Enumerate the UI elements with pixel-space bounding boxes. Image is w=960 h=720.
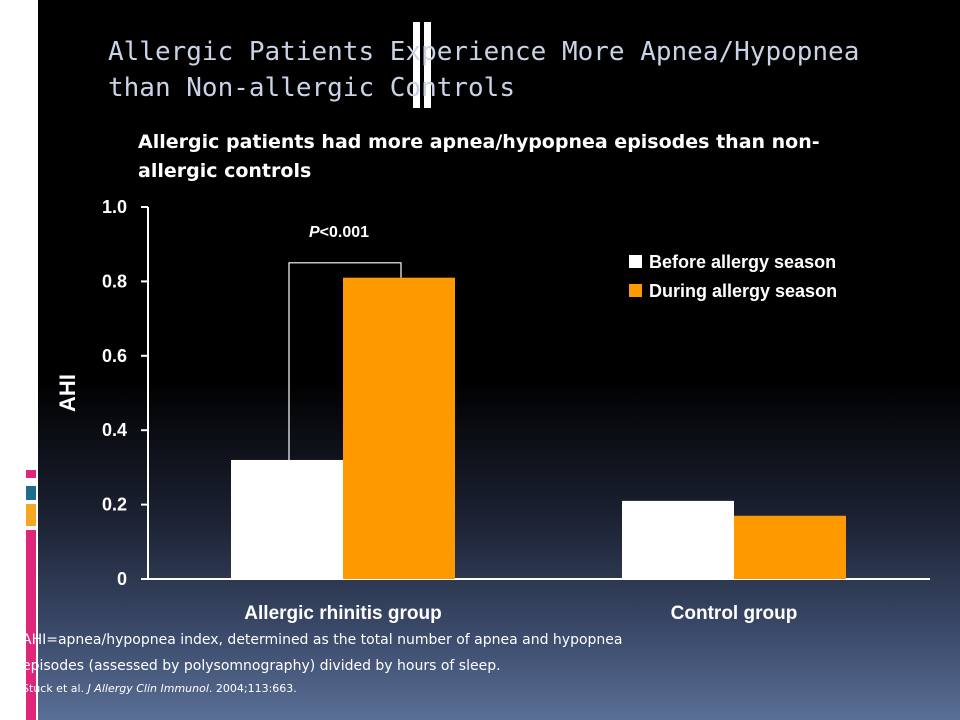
legend-swatch: [629, 284, 642, 297]
legend-label: During allergy season: [649, 281, 837, 301]
footnote-line-1: AHI=apnea/hypopnea index, determined as …: [22, 632, 623, 648]
y-tick-label: 1.0: [102, 197, 127, 217]
citation-details: . 2004;113:663.: [208, 682, 297, 695]
y-axis-label: AHI: [55, 374, 80, 412]
y-tick-label: 0.8: [102, 271, 127, 291]
footnote: AHI=apnea/hypopnea index, determined as …: [22, 627, 942, 679]
p-value-prefix: P: [309, 224, 320, 241]
significance-bracket: [288, 262, 402, 460]
x-category-label: Control group: [671, 603, 798, 624]
slide-title: Allergic Patients Experience More Apnea/…: [108, 37, 860, 103]
footnote-line-2: episodes (assessed by polysomnography) d…: [22, 658, 501, 674]
citation-authors: Stuck et al.: [22, 682, 88, 695]
slide-subtitle: Allergic patients had more apnea/hypopne…: [138, 131, 820, 182]
bar: [734, 515, 846, 579]
p-value-text: <0.001: [320, 224, 369, 241]
bar: [622, 500, 734, 579]
chart-labels: 0 0.2 0.4 0.6 0.8 1.0 AHI Allergic rhinitis gro…: [55, 197, 837, 624]
bar: [343, 277, 455, 579]
citation: Stuck et al. J Allergy Clin Immunol. 200…: [22, 682, 297, 695]
y-tick-label: 0.2: [102, 495, 127, 515]
citation-journal: J Allergy Clin Immunol: [87, 682, 209, 695]
y-tick-label: 0.6: [102, 346, 127, 366]
x-category-label: Allergic rhinitis group: [244, 603, 441, 624]
p-value-annotation: P<0.001: [309, 224, 369, 241]
legend-swatch: [629, 255, 642, 268]
y-tick-label: 0.4: [102, 420, 127, 440]
chart-bars: [231, 262, 846, 579]
bar: [231, 459, 343, 579]
y-tick-label: 0: [117, 569, 127, 589]
legend-label: Before allergy season: [649, 252, 836, 272]
